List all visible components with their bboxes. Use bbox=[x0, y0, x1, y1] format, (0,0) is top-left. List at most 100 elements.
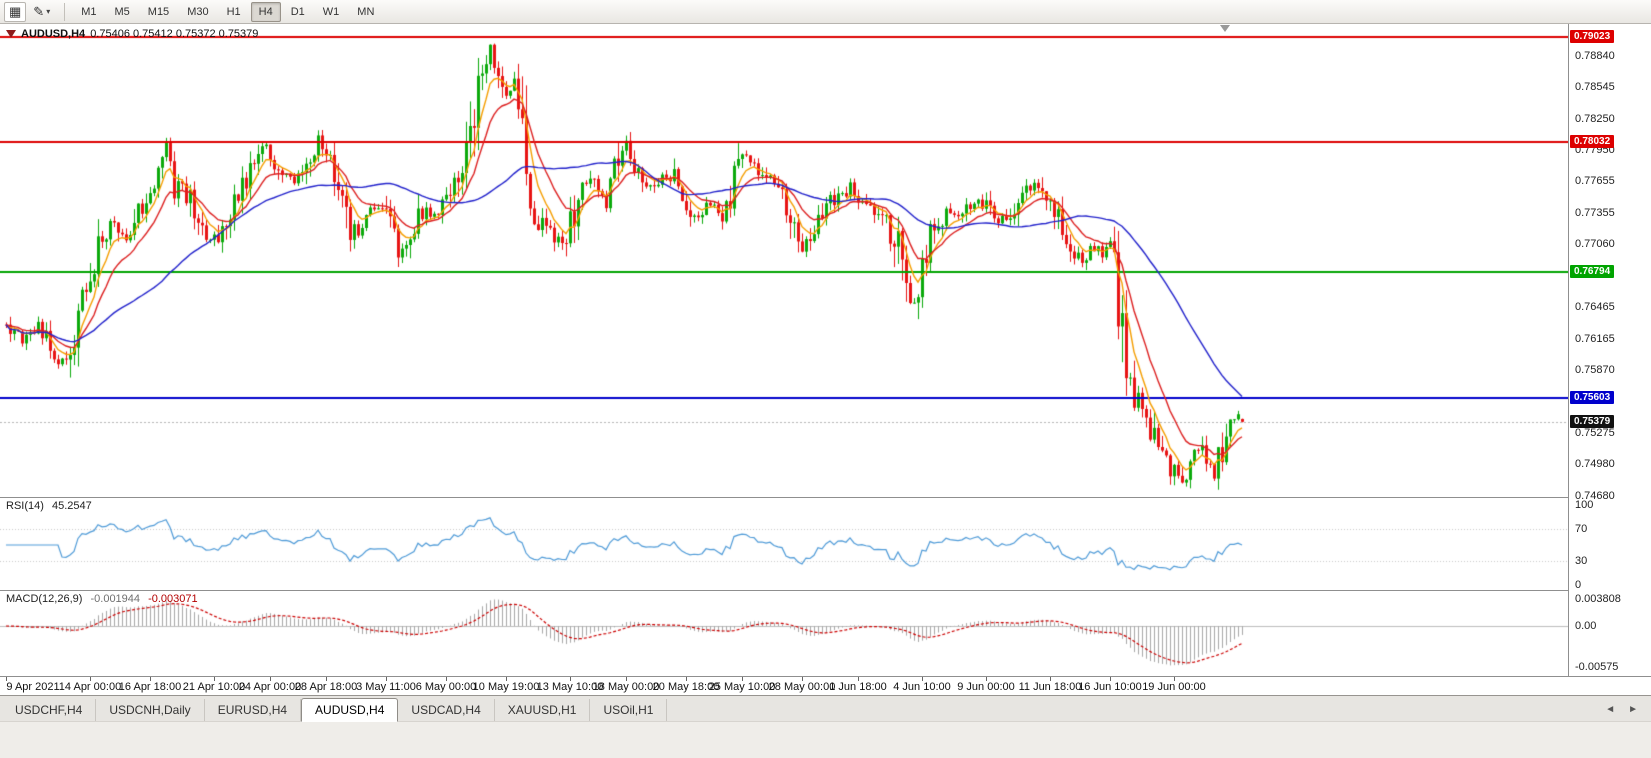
level-price-label: 0.78032 bbox=[1570, 134, 1615, 148]
macd-tick-label: -0.00575 bbox=[1575, 661, 1619, 674]
chart-tabbar: USDCHF,H4 USDCNH,Daily EURUSD,H4 AUDUSD,H4 U… bbox=[0, 695, 1651, 722]
macd-indicator-canvas[interactable] bbox=[0, 590, 1568, 676]
top-toolbar: ▦ ✎ ▾ M1 M5 M15 M30 H1 H4 D1 W1 MN bbox=[0, 0, 1651, 24]
time-tick-label: 28 May 00:00 bbox=[768, 681, 836, 693]
price-tick-label: 0.74980 bbox=[1575, 457, 1615, 470]
macd-name: MACD(12,26,9) bbox=[6, 593, 83, 605]
rsi-tick-label: 0 bbox=[1575, 579, 1582, 591]
time-tick bbox=[1174, 677, 1175, 681]
time-tick bbox=[506, 677, 507, 681]
time-tick bbox=[1050, 677, 1051, 681]
tab-eurusd-h4[interactable]: EURUSD,H4 bbox=[205, 699, 302, 721]
tab-scroll-left-icon[interactable]: ◄ bbox=[1605, 704, 1616, 715]
time-tick bbox=[686, 677, 687, 681]
time-tick bbox=[1110, 677, 1111, 681]
time-tick bbox=[326, 677, 327, 681]
chart-grid-button[interactable]: ▦ bbox=[4, 1, 27, 22]
time-tick-label: 21 Apr 10:00 bbox=[182, 681, 246, 693]
time-tick-label: 9 Jun 00:00 bbox=[957, 681, 1015, 693]
tab-usdchf-h4[interactable]: USDCHF,H4 bbox=[2, 699, 97, 721]
rsi-tick-label: 100 bbox=[1575, 499, 1594, 511]
chart-tabs: USDCHF,H4 USDCNH,Daily EURUSD,H4 AUDUSD,H4 U… bbox=[2, 698, 668, 722]
time-tick-label: 10 May 19:00 bbox=[472, 681, 540, 693]
time-tick-label: 6 May 00:00 bbox=[415, 681, 477, 693]
time-tick bbox=[922, 677, 923, 681]
timeframe-button-w1[interactable]: W1 bbox=[322, 5, 340, 18]
time-tick-label: 9 Apr 2021 bbox=[6, 681, 60, 693]
time-tick-label: 20 May 18:00 bbox=[652, 681, 720, 693]
rsi-value: 45.2547 bbox=[51, 500, 92, 512]
level-price-label: 0.79023 bbox=[1570, 29, 1615, 43]
timeframe-button-d1[interactable]: D1 bbox=[290, 5, 305, 18]
timeframe-button-m15[interactable]: M15 bbox=[147, 5, 170, 18]
time-tick bbox=[986, 677, 987, 681]
time-tick-label: 11 Jun 18:00 bbox=[1018, 681, 1082, 693]
price-tick-label: 0.78250 bbox=[1575, 112, 1615, 125]
current-price-label: 0.75379 bbox=[1570, 414, 1615, 428]
level-price-label: 0.75603 bbox=[1570, 391, 1615, 405]
price-axis[interactable]: 0.78840 0.78545 0.78250 0.77950 0.77655 0.773… bbox=[1568, 24, 1651, 676]
time-tick-label: 1 Jun 18:00 bbox=[829, 681, 887, 693]
price-tick-label: 0.75870 bbox=[1575, 363, 1615, 376]
macd-panel-label: MACD(12,26,9) -0.001944 -0.003071 bbox=[6, 593, 198, 605]
chart-shift-marker-icon[interactable] bbox=[1220, 25, 1230, 32]
panel-separator-macd[interactable] bbox=[0, 590, 1651, 591]
time-tick-label: 18 May 00:00 bbox=[592, 681, 660, 693]
bottom-filler bbox=[0, 721, 1651, 758]
chart-title-ohlc: 0.75406 0.75412 0.75372 0.75379 bbox=[90, 28, 259, 40]
price-tick-label: 0.77355 bbox=[1575, 207, 1615, 220]
timeframe-button-h4[interactable]: H4 bbox=[250, 1, 281, 22]
price-tick-label: 0.78840 bbox=[1575, 50, 1615, 63]
macd-value-signal: -0.003071 bbox=[148, 593, 198, 605]
price-tick-label: 0.78545 bbox=[1575, 81, 1615, 94]
time-tick-label: 19 Jun 00:00 bbox=[1142, 681, 1206, 693]
pencil-icon: ✎ bbox=[33, 4, 45, 19]
colors-tool-button[interactable]: ✎ ▾ bbox=[28, 2, 55, 22]
chart-area: AUDUSD,H4 0.75406 0.75412 0.75372 0.7537… bbox=[0, 24, 1651, 695]
panel-separator-timeaxis bbox=[0, 676, 1651, 677]
rsi-tick-label: 70 bbox=[1575, 523, 1588, 535]
tab-usoil-h1[interactable]: USOil,H1 bbox=[590, 699, 668, 721]
tab-usdcnh-daily[interactable]: USDCNH,Daily bbox=[96, 699, 205, 721]
tab-xauusd-h1[interactable]: XAUUSD,H1 bbox=[495, 699, 591, 721]
time-tick bbox=[150, 677, 151, 681]
timeframe-button-m5[interactable]: M5 bbox=[114, 5, 130, 18]
panel-separator-rsi[interactable] bbox=[0, 497, 1651, 498]
price-tick-label: 0.76165 bbox=[1575, 332, 1615, 345]
price-tick-label: 0.77060 bbox=[1575, 238, 1615, 251]
time-axis[interactable]: 9 Apr 2021 14 Apr 00:00 16 Apr 18:00 21 Apr… bbox=[0, 677, 1651, 695]
time-tick bbox=[742, 677, 743, 681]
timeframe-button-m30[interactable]: M30 bbox=[187, 5, 209, 18]
time-tick bbox=[858, 677, 859, 681]
level-price-label: 0.76794 bbox=[1570, 265, 1615, 279]
time-tick bbox=[802, 677, 803, 681]
toolbar-separator bbox=[64, 2, 66, 21]
chart-title: AUDUSD,H4 0.75406 0.75412 0.75372 0.7537… bbox=[6, 28, 258, 40]
time-tick bbox=[386, 677, 387, 681]
rsi-panel-label: RSI(14) 45.2547 bbox=[6, 500, 92, 512]
chart-title-symbol: AUDUSD,H4 bbox=[21, 28, 86, 40]
tab-audusd-h4[interactable]: AUDUSD,H4 bbox=[301, 698, 399, 722]
main-chart-canvas[interactable] bbox=[0, 24, 1568, 497]
rsi-tick-label: 30 bbox=[1575, 555, 1588, 567]
time-tick bbox=[570, 677, 571, 681]
time-tick-label: 3 May 11:00 bbox=[356, 681, 416, 693]
time-tick-label: 16 Apr 18:00 bbox=[118, 681, 182, 693]
tab-scroll-right-icon[interactable]: ► bbox=[1628, 704, 1638, 715]
timeframe-group: M1 M5 M15 M30 H1 H4 D1 W1 MN bbox=[72, 1, 383, 22]
price-tick-label: 0.77655 bbox=[1575, 175, 1615, 188]
timeframe-button-m1[interactable]: M1 bbox=[81, 5, 97, 18]
timeframe-button-h1[interactable]: H1 bbox=[226, 5, 241, 18]
tab-usdcad-h4[interactable]: USDCAD,H4 bbox=[398, 699, 495, 721]
time-tick bbox=[446, 677, 447, 681]
time-tick-label: 24 Apr 00:00 bbox=[238, 681, 302, 693]
chart-symbol-icon bbox=[6, 30, 16, 38]
time-tick bbox=[626, 677, 627, 681]
time-tick-label: 4 Jun 10:00 bbox=[893, 681, 951, 693]
timeframe-button-mn[interactable]: MN bbox=[357, 5, 375, 18]
price-tick-label: 0.76465 bbox=[1575, 301, 1615, 314]
time-tick bbox=[90, 677, 91, 681]
price-tick-label: 0.74680 bbox=[1575, 489, 1615, 502]
rsi-indicator-canvas[interactable] bbox=[0, 497, 1568, 590]
macd-tick-label: 0.00 bbox=[1575, 620, 1597, 632]
